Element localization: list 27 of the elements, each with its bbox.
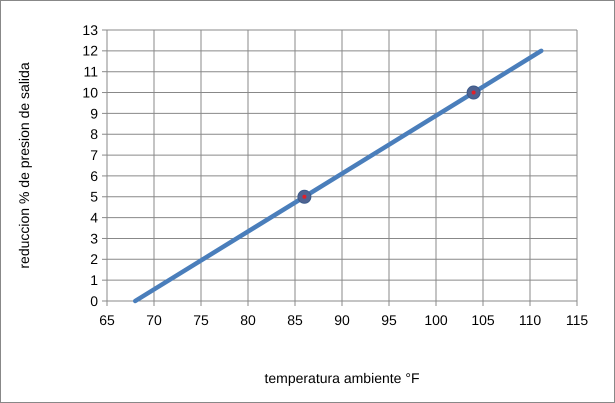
y-tick-label: 4 bbox=[90, 210, 98, 226]
x-tick-label: 95 bbox=[381, 312, 397, 328]
y-tick-label: 10 bbox=[82, 84, 98, 100]
y-tick-label: 6 bbox=[90, 168, 98, 184]
x-tick-label: 115 bbox=[566, 312, 588, 328]
x-tick-label: 80 bbox=[240, 312, 256, 328]
y-tick-label: 11 bbox=[83, 64, 98, 80]
y-tick-label: 9 bbox=[90, 105, 98, 122]
y-tick-label: 7 bbox=[90, 146, 98, 163]
y-tick-label: 12 bbox=[82, 42, 98, 59]
x-tick-label: 105 bbox=[471, 312, 495, 328]
y-tick-label: 2 bbox=[90, 251, 98, 268]
x-tick-label: 70 bbox=[146, 312, 162, 328]
x-tick-label: 110 bbox=[518, 312, 542, 328]
x-axis-title: temperatura ambiente °F bbox=[264, 370, 420, 386]
y-axis-title: reduccion % de presion de salida bbox=[16, 62, 32, 269]
x-tick-label: 65 bbox=[99, 312, 115, 328]
x-tick-label: 75 bbox=[193, 312, 209, 328]
y-tick-label: 3 bbox=[90, 230, 98, 246]
y-tick-label: 13 bbox=[82, 22, 98, 38]
x-tick-label: 90 bbox=[334, 312, 350, 328]
x-tick-label: 100 bbox=[424, 312, 448, 328]
y-tick-label: 1 bbox=[90, 272, 98, 288]
y-tick-label: 8 bbox=[90, 126, 98, 142]
y-tick-label: 0 bbox=[90, 292, 98, 309]
y-tick-label: 5 bbox=[90, 188, 98, 205]
x-tick-label: 85 bbox=[287, 312, 303, 328]
